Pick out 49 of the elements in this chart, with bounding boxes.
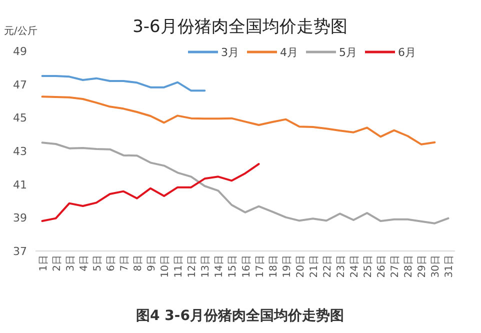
x-tick-label: 26日	[376, 255, 388, 278]
legend-label: 4月	[280, 46, 298, 59]
x-tick-label: 28日	[404, 255, 415, 278]
x-tick-label: 16日	[241, 255, 252, 278]
y-tick-label: 41	[13, 178, 27, 192]
line-series	[41, 142, 450, 224]
chart-title: 3-6月份猪肉全国均价走势图	[132, 17, 348, 37]
y-axis-title: 元/公斤	[4, 25, 38, 37]
x-tick-label: 8日	[132, 255, 144, 272]
x-tick-label: 11日	[174, 255, 185, 278]
x-tick-label: 3日	[65, 255, 76, 272]
x-tick-label: 29日	[417, 255, 428, 278]
y-tick-label: 49	[13, 45, 27, 58]
x-tick-label: 1日	[38, 255, 50, 272]
legend-label: 3月	[221, 46, 239, 59]
x-tick-label: 4日	[78, 255, 90, 272]
caption: 图4 3-6月份猪肉全国均价走势图	[136, 308, 344, 324]
x-tick-label: 14日	[214, 255, 226, 278]
x-tick-label: 5日	[92, 255, 104, 272]
x-tick-label: 6日	[106, 255, 117, 272]
x-tick-label: 7日	[119, 255, 130, 272]
line-series	[41, 163, 260, 222]
line-series	[41, 75, 206, 92]
x-tick-label: 30日	[430, 255, 442, 278]
x-tick-label: 2日	[52, 255, 63, 272]
x-tick-label: 21日	[308, 255, 320, 278]
legend-label: 6月	[398, 46, 416, 59]
x-tick-label: 17日	[254, 255, 266, 278]
x-tick-label: 13日	[200, 255, 212, 278]
x-tick-label: 31日	[444, 255, 456, 278]
x-tick-label: 18日	[268, 255, 280, 278]
x-tick-label: 22日	[322, 255, 334, 278]
x-tick-label: 10日	[160, 255, 172, 278]
x-tick-label: 19日	[282, 255, 293, 278]
x-tick-label: 27日	[390, 255, 402, 278]
y-tick-label: 43	[13, 145, 27, 158]
y-tick-label: 37	[13, 245, 27, 258]
legend-label: 5月	[339, 46, 357, 59]
line-series	[41, 96, 436, 146]
x-tick-label: 24日	[350, 255, 361, 278]
x-tick-label: 23日	[336, 255, 347, 278]
y-tick-label: 39	[13, 212, 27, 225]
y-tick-label: 47	[13, 78, 27, 92]
x-tick-label: 20日	[295, 255, 306, 278]
y-tick-label: 45	[13, 112, 27, 125]
x-tick-label: 12日	[187, 255, 198, 278]
x-tick-label: 25日	[363, 255, 374, 278]
x-tick-label: 9日	[146, 255, 158, 272]
x-tick-label: 15日	[228, 255, 239, 278]
